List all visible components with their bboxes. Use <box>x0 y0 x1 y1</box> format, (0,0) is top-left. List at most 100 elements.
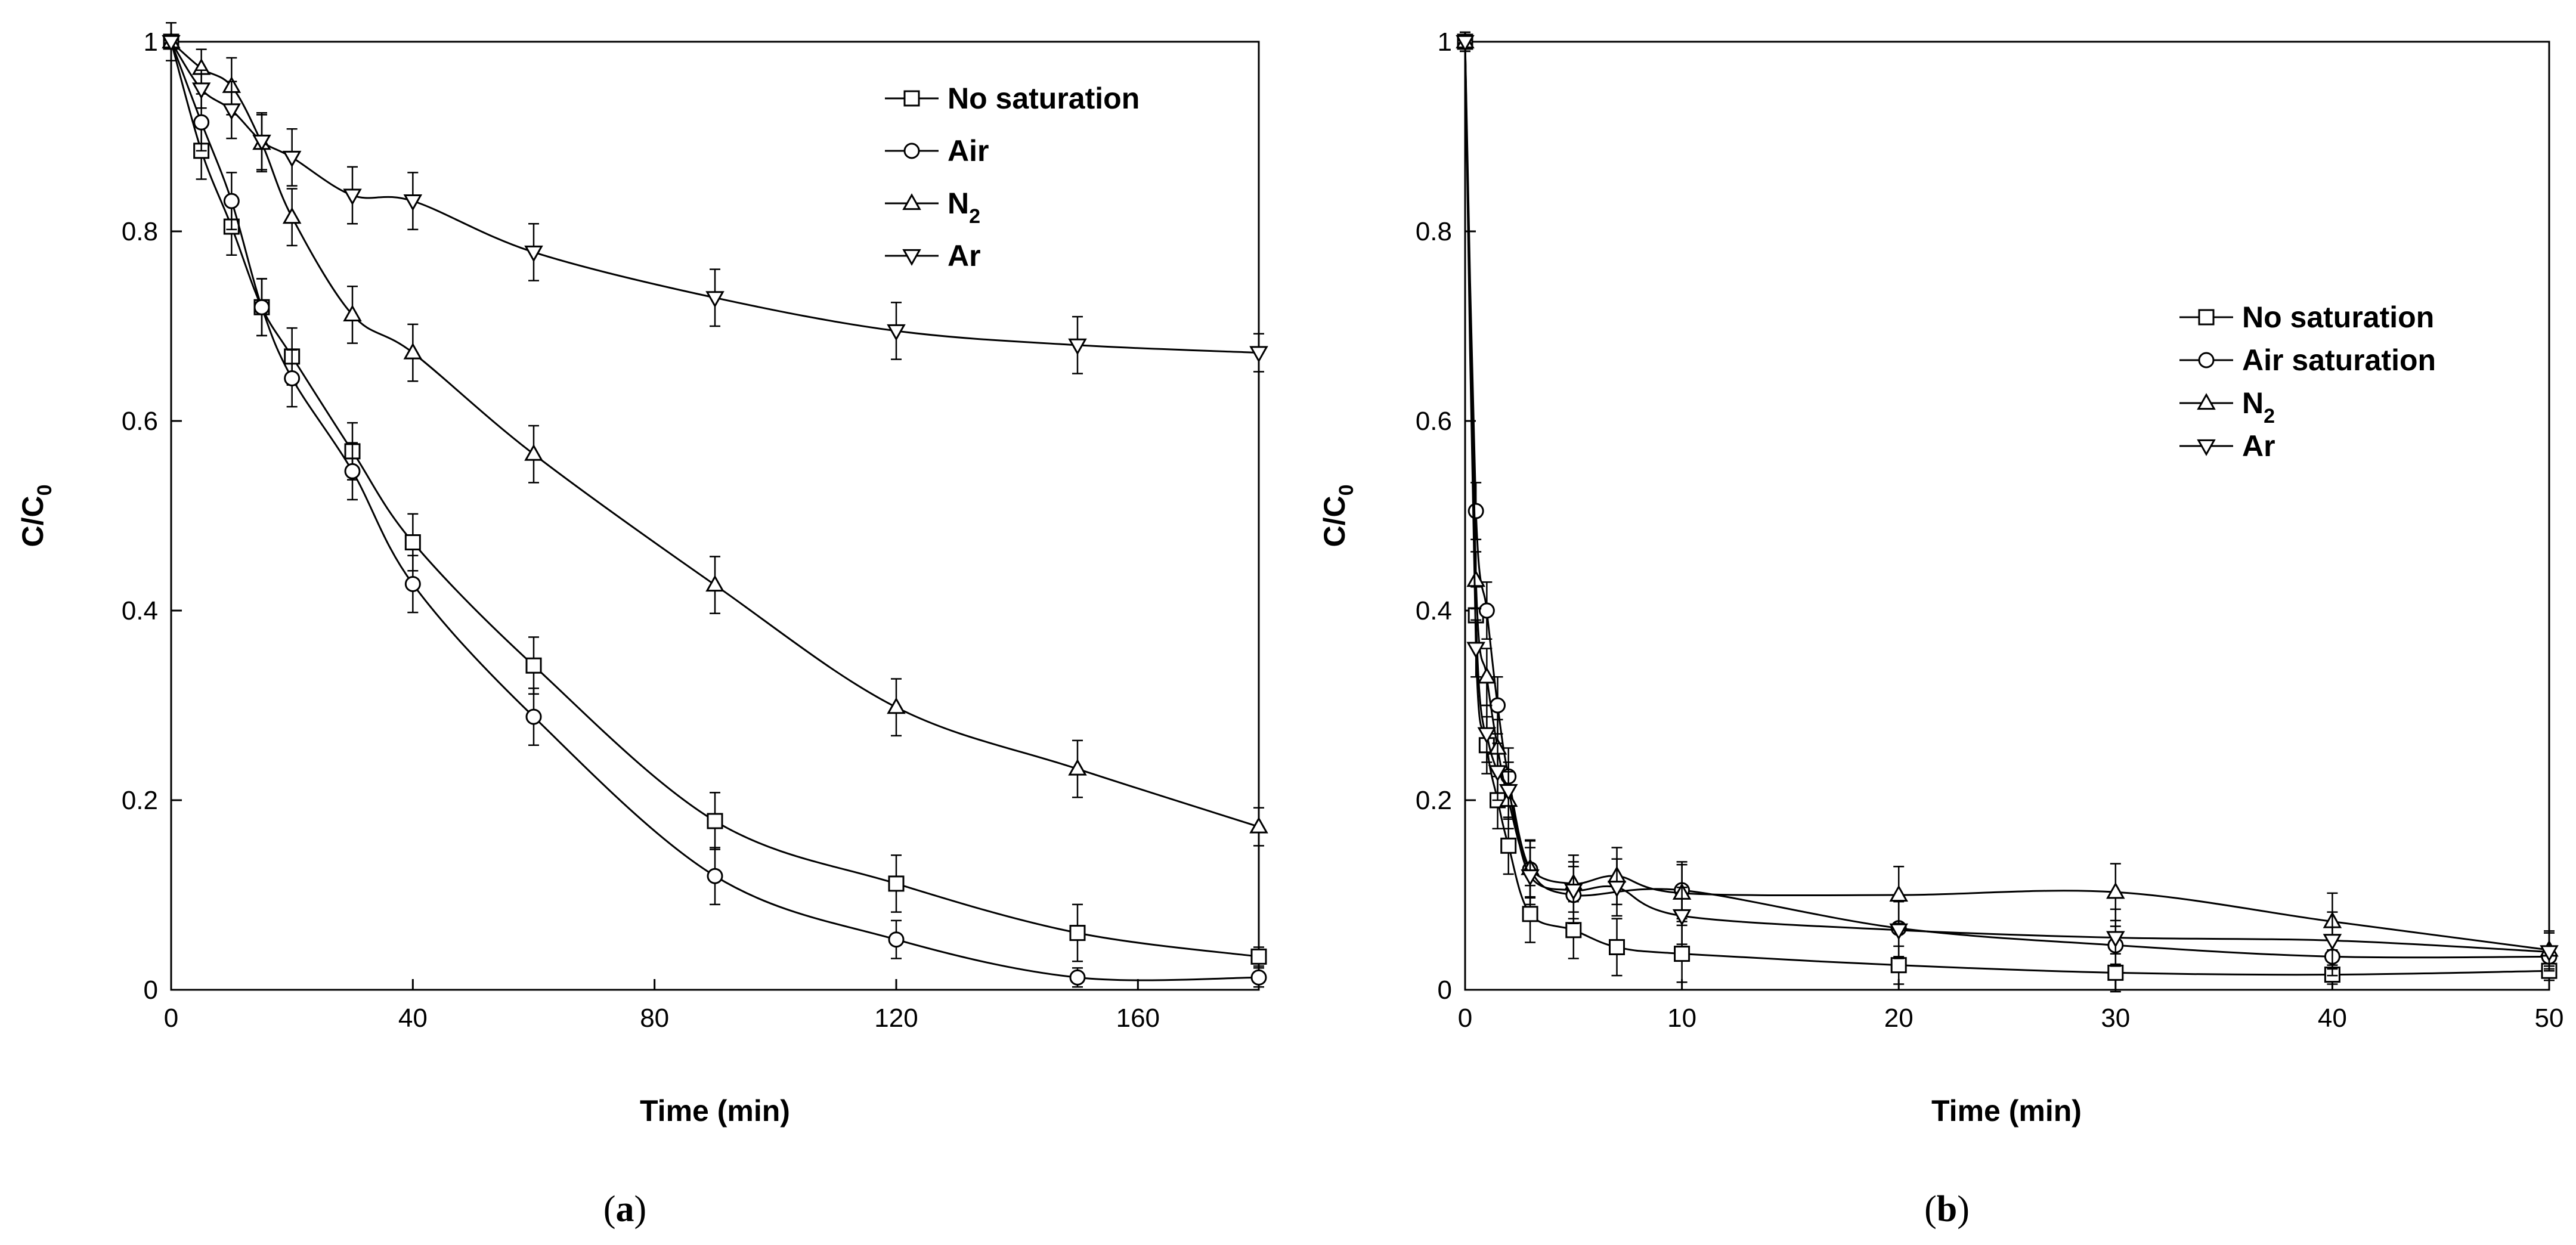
data-point <box>707 813 723 829</box>
data-point <box>282 207 302 224</box>
legend-label: N2 <box>2242 386 2275 428</box>
legend-marker <box>903 90 920 107</box>
legend-label: Air <box>948 134 989 168</box>
data-point <box>1672 909 1692 926</box>
series-line <box>170 41 1259 981</box>
plot-area-frame-a <box>170 41 1260 991</box>
legend-label: No saturation <box>2242 301 2434 334</box>
y-tick-label: 0.6 <box>1416 407 1452 436</box>
data-point <box>524 245 543 262</box>
panel-caption-a: (a) <box>603 1189 646 1229</box>
data-point <box>525 708 542 725</box>
data-point <box>1890 957 1907 974</box>
x-tick-label: 120 <box>874 1004 918 1033</box>
data-point <box>403 194 423 211</box>
series-line <box>171 41 1259 828</box>
data-point <box>1249 816 1268 834</box>
caption-open-paren-a: ( <box>603 1189 616 1229</box>
x-axis-title-a: Time (min) <box>640 1094 790 1128</box>
data-point <box>1456 35 1475 52</box>
data-point <box>2106 882 2125 899</box>
legend-label: Ar <box>2242 429 2275 463</box>
x-axis-title-b: Time (min) <box>1931 1094 2082 1128</box>
legend-label-main: No saturation <box>948 82 1140 115</box>
data-point <box>1250 969 1267 986</box>
y-axis-title-a: C/C0 <box>16 484 56 547</box>
data-point <box>253 299 270 315</box>
x-tick-label: 0 <box>164 1004 178 1033</box>
data-point <box>1068 758 1087 776</box>
legend-marker <box>2197 393 2216 410</box>
legend-label-main: Ar <box>948 239 981 272</box>
y-axis-title-main-b: C/C <box>1318 495 1351 547</box>
x-tick-label: 20 <box>1884 1004 1914 1033</box>
legend-label-sub: 2 <box>969 205 980 228</box>
y-tick-label: 0.8 <box>1416 217 1452 246</box>
legend-entry: No saturation <box>885 82 1140 115</box>
data-point <box>191 82 211 100</box>
data-point <box>1521 869 1540 887</box>
legend-marker <box>2198 352 2215 368</box>
data-point <box>284 370 301 386</box>
legend-label: Ar <box>948 239 981 272</box>
panel-caption-b: (b) <box>1924 1189 1970 1229</box>
data-point <box>343 188 362 206</box>
data-point <box>404 534 421 551</box>
data-point <box>888 931 905 948</box>
legend-label-main: Ar <box>2242 429 2275 463</box>
data-point <box>223 193 240 209</box>
y-tick-label: 0.4 <box>1416 596 1452 625</box>
data-point <box>252 134 271 151</box>
y-tick-label: 1 <box>1438 27 1452 57</box>
legend-label-main: Air saturation <box>2242 343 2436 377</box>
legend-label-sub: 2 <box>2264 405 2275 428</box>
caption-letter-a: a <box>616 1189 634 1229</box>
y-axis-title-b: C/C0 <box>1318 484 1358 547</box>
data-point <box>1889 923 1908 940</box>
y-tick-label: 0.6 <box>122 407 158 436</box>
x-tick-label: 50 <box>2535 1004 2564 1033</box>
legend-label-main: N <box>2242 386 2264 420</box>
legend-label-main: N <box>948 187 969 220</box>
data-point <box>1490 697 1506 714</box>
data-point <box>887 324 906 341</box>
legend-entry: N2 <box>2179 386 2275 428</box>
legend-entry: Air <box>885 134 989 168</box>
x-tick-label: 40 <box>398 1004 428 1033</box>
y-axis-title-sub-b: 0 <box>1335 484 1358 495</box>
legend-marker <box>903 143 920 159</box>
legend-entry: Air saturation <box>2179 343 2436 377</box>
data-point <box>1250 948 1267 965</box>
data-point <box>887 697 906 714</box>
legend-marker <box>902 249 921 266</box>
y-tick-label: 0.2 <box>1416 786 1452 815</box>
data-point <box>404 575 421 592</box>
data-point <box>222 103 242 120</box>
plot-area-frame-b <box>1464 41 2550 991</box>
series-ar <box>1456 31 2559 972</box>
x-tick-label: 40 <box>2318 1004 2347 1033</box>
series-line <box>170 41 1259 354</box>
data-point <box>282 150 302 168</box>
data-point <box>193 114 210 131</box>
x-tick-label: 80 <box>640 1004 669 1033</box>
data-point <box>1488 765 1507 782</box>
data-point <box>1500 837 1517 854</box>
data-point <box>707 868 723 884</box>
data-point <box>1466 642 1485 659</box>
legend-marker <box>2197 439 2216 456</box>
data-point <box>2323 934 2342 951</box>
data-point <box>1564 883 1583 900</box>
legend-entry: Ar <box>2179 429 2275 463</box>
caption-close-paren-b: ) <box>1957 1189 1970 1229</box>
data-point <box>525 657 542 674</box>
data-point <box>705 575 724 592</box>
y-axis-title-main-a: C/C <box>16 495 49 547</box>
x-tick-label: 160 <box>1116 1004 1160 1033</box>
data-point <box>888 875 905 892</box>
data-point <box>1466 570 1485 587</box>
series-line <box>1464 41 2550 951</box>
legend-a: No saturation Air N2 Ar <box>885 82 1140 272</box>
series-ar <box>162 21 1268 374</box>
data-point <box>524 444 543 461</box>
